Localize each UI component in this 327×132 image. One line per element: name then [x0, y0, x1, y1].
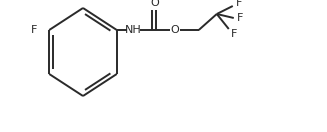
Text: F: F: [237, 13, 243, 23]
Text: F: F: [231, 29, 237, 39]
Text: F: F: [31, 25, 37, 35]
Text: NH: NH: [124, 25, 141, 35]
Text: F: F: [236, 0, 242, 8]
Text: O: O: [170, 25, 179, 35]
Text: O: O: [150, 0, 159, 8]
